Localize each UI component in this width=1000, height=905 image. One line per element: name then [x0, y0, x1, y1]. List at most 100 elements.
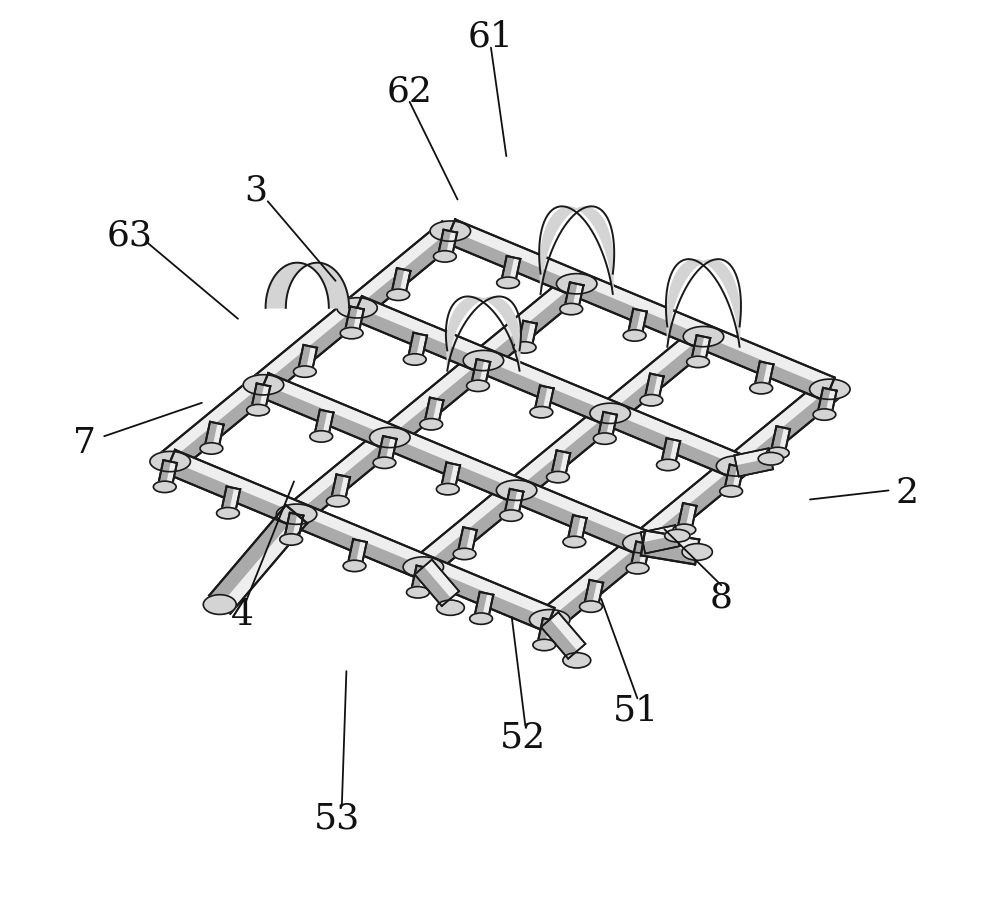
Ellipse shape	[766, 447, 789, 459]
Polygon shape	[598, 412, 610, 439]
Ellipse shape	[750, 383, 773, 394]
Polygon shape	[384, 437, 397, 464]
Polygon shape	[541, 387, 554, 414]
Ellipse shape	[340, 328, 363, 338]
Polygon shape	[209, 505, 297, 605]
Polygon shape	[411, 566, 423, 592]
Ellipse shape	[433, 251, 456, 262]
Ellipse shape	[497, 277, 519, 289]
Polygon shape	[314, 410, 327, 436]
Polygon shape	[331, 474, 343, 501]
Ellipse shape	[217, 508, 239, 519]
Text: 51: 51	[612, 693, 659, 727]
Text: 8: 8	[710, 580, 733, 614]
Ellipse shape	[665, 529, 690, 542]
Polygon shape	[165, 462, 550, 632]
Polygon shape	[698, 337, 710, 363]
Ellipse shape	[682, 544, 712, 560]
Polygon shape	[338, 476, 350, 502]
Polygon shape	[258, 385, 270, 412]
Polygon shape	[551, 451, 563, 477]
Polygon shape	[352, 308, 737, 478]
Ellipse shape	[200, 443, 223, 454]
Polygon shape	[761, 363, 773, 390]
Ellipse shape	[496, 481, 537, 500]
Text: 4: 4	[231, 598, 254, 633]
Ellipse shape	[547, 472, 569, 482]
Polygon shape	[448, 464, 460, 491]
Text: 53: 53	[314, 802, 360, 835]
Polygon shape	[415, 567, 450, 606]
Ellipse shape	[560, 303, 583, 315]
Polygon shape	[724, 464, 737, 491]
Ellipse shape	[437, 600, 464, 615]
Polygon shape	[415, 327, 703, 567]
Polygon shape	[605, 414, 617, 440]
Polygon shape	[678, 503, 690, 529]
Polygon shape	[501, 256, 513, 282]
Polygon shape	[378, 436, 390, 462]
Ellipse shape	[463, 350, 504, 371]
Polygon shape	[734, 448, 771, 466]
Polygon shape	[504, 489, 517, 516]
Text: 52: 52	[500, 720, 546, 754]
Polygon shape	[348, 539, 360, 566]
Ellipse shape	[407, 586, 429, 598]
Polygon shape	[574, 517, 587, 543]
Ellipse shape	[640, 395, 663, 406]
Polygon shape	[641, 525, 677, 543]
Ellipse shape	[387, 289, 410, 300]
Text: 62: 62	[387, 74, 433, 108]
Ellipse shape	[326, 495, 349, 507]
Text: 7: 7	[73, 426, 96, 461]
Ellipse shape	[593, 433, 616, 444]
Polygon shape	[345, 307, 357, 333]
Ellipse shape	[556, 273, 597, 294]
Ellipse shape	[403, 557, 444, 577]
Polygon shape	[518, 320, 530, 348]
Polygon shape	[481, 594, 493, 620]
Polygon shape	[211, 424, 224, 450]
Polygon shape	[431, 399, 443, 425]
Polygon shape	[558, 452, 570, 479]
Polygon shape	[525, 322, 537, 349]
Polygon shape	[445, 231, 830, 401]
Ellipse shape	[563, 537, 586, 548]
Polygon shape	[635, 310, 647, 337]
Ellipse shape	[150, 452, 190, 472]
Polygon shape	[291, 514, 303, 541]
Polygon shape	[259, 385, 643, 555]
Polygon shape	[408, 333, 420, 359]
Ellipse shape	[533, 639, 556, 651]
Ellipse shape	[293, 366, 316, 377]
Polygon shape	[205, 422, 217, 449]
Polygon shape	[158, 460, 170, 487]
Polygon shape	[321, 411, 333, 438]
Ellipse shape	[590, 404, 630, 424]
Ellipse shape	[276, 504, 317, 524]
Ellipse shape	[563, 653, 591, 668]
Polygon shape	[818, 387, 830, 414]
Polygon shape	[289, 274, 577, 514]
Polygon shape	[631, 541, 643, 568]
Polygon shape	[221, 486, 233, 513]
Polygon shape	[511, 491, 523, 517]
Polygon shape	[571, 284, 583, 310]
Polygon shape	[537, 618, 550, 645]
Polygon shape	[458, 528, 470, 554]
Polygon shape	[170, 450, 555, 620]
Polygon shape	[441, 462, 453, 490]
Ellipse shape	[420, 419, 443, 430]
Polygon shape	[445, 231, 457, 258]
Polygon shape	[564, 282, 577, 310]
Polygon shape	[266, 262, 349, 308]
Polygon shape	[352, 308, 364, 335]
Polygon shape	[641, 543, 697, 565]
Ellipse shape	[758, 452, 784, 465]
Ellipse shape	[430, 221, 471, 242]
Ellipse shape	[500, 510, 523, 521]
Polygon shape	[165, 462, 177, 489]
Polygon shape	[170, 231, 458, 472]
Polygon shape	[447, 297, 520, 365]
Polygon shape	[438, 230, 450, 256]
